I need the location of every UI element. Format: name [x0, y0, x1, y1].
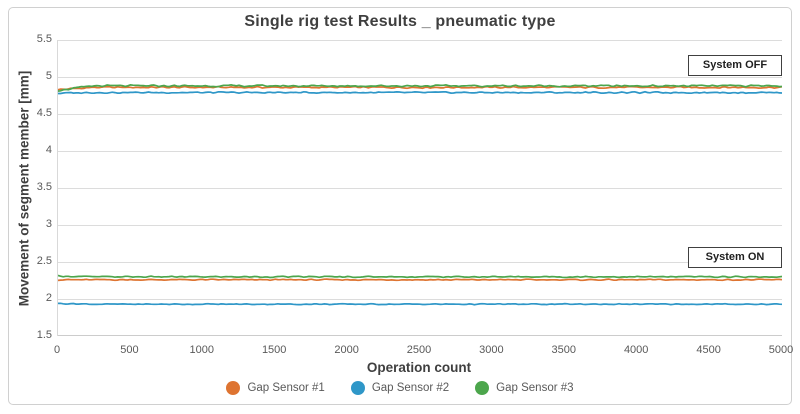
legend: Gap Sensor #1 Gap Sensor #2 Gap Sensor #3 — [0, 381, 800, 395]
x-tick-label: 5000 — [768, 344, 794, 356]
y-tick-label: 4 — [45, 144, 52, 156]
gridline — [58, 335, 782, 336]
legend-item[interactable]: Gap Sensor #1 — [226, 381, 325, 395]
legend-marker-circle — [226, 381, 241, 395]
legend-marker-circle — [475, 381, 490, 395]
gridline — [58, 188, 782, 189]
annotation-system-off: System OFF — [688, 55, 782, 76]
y-tick-label: 4.5 — [36, 107, 52, 119]
x-tick-label: 3000 — [479, 344, 504, 356]
gridline — [58, 299, 782, 300]
line-gap-sensor-1-system_on — [58, 278, 782, 282]
legend-label: Gap Sensor #1 — [247, 382, 325, 394]
x-tick-label: 2000 — [334, 344, 359, 356]
chart-frame — [8, 7, 792, 405]
line-gap-sensor-3-system_on — [58, 274, 782, 279]
chart-title: Single rig test Results _ pneumatic type — [244, 13, 556, 30]
x-tick-label: 2500 — [406, 344, 432, 356]
x-tick-label: 1500 — [261, 344, 287, 356]
y-tick-label: 5.5 — [36, 33, 52, 45]
y-tick-label: 3.5 — [36, 181, 52, 193]
x-axis-title: Operation count — [366, 360, 472, 375]
y-tick-label: 3 — [45, 218, 52, 230]
gridline — [58, 77, 782, 78]
line-gap-sensor-2-system_on — [58, 302, 782, 306]
gridline — [58, 262, 782, 263]
annotation-system-on: System ON — [688, 247, 782, 268]
x-tick-label: 4000 — [623, 344, 649, 356]
x-tick-label: 4500 — [696, 344, 721, 356]
gridline — [58, 225, 782, 226]
legend-item[interactable]: Gap Sensor #2 — [350, 381, 450, 395]
y-tick-label: 5 — [45, 70, 52, 82]
x-tick-label: 1000 — [189, 344, 215, 356]
y-tick-label: 2.5 — [36, 255, 52, 267]
x-tick-label: 500 — [120, 344, 139, 356]
y-tick-label: 2 — [45, 292, 52, 304]
y-tick-label: 1.5 — [36, 329, 52, 341]
x-tick-label: 3500 — [551, 344, 577, 356]
legend-label: Gap Sensor #3 — [496, 382, 574, 394]
legend-label: Gap Sensor #2 — [371, 382, 450, 394]
x-tick-label: 0 — [53, 344, 61, 356]
data-lines — [58, 84, 782, 306]
plot-area — [57, 40, 782, 336]
gridline — [58, 40, 782, 41]
line-gap-sensor-2-system_off — [58, 90, 782, 95]
gridline — [58, 114, 782, 115]
line-gap-sensor-1-system_off — [58, 85, 782, 91]
legend-marker-circle — [350, 381, 365, 395]
line-gap-sensor-3-system_off — [58, 84, 782, 92]
gridline — [58, 151, 782, 152]
legend-item[interactable]: Gap Sensor #3 — [475, 381, 574, 395]
